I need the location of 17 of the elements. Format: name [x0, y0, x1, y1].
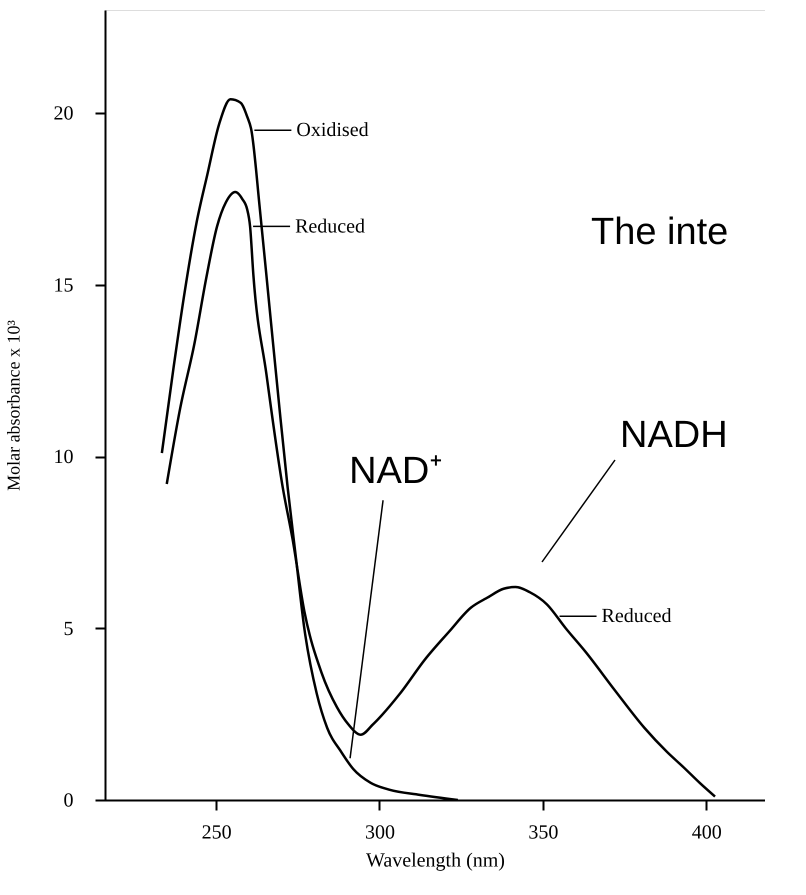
- annotation: Oxidised: [296, 119, 369, 142]
- annotation: Reduced: [295, 215, 366, 238]
- annotation: NAD⁺: [349, 450, 442, 492]
- x-tick-label: 350: [528, 822, 558, 844]
- x-axis-title: Wavelength (nm): [366, 850, 505, 872]
- y-tick-label: 10: [54, 446, 74, 468]
- x-tick-label: 300: [364, 822, 395, 844]
- y-tick-label: 15: [54, 274, 74, 296]
- y-tick-label: 5: [64, 618, 74, 640]
- y-tick-label: 20: [54, 102, 74, 125]
- x-tick-label: 400: [692, 822, 722, 844]
- annotation: NADH: [620, 414, 728, 456]
- y-tick-label: 0: [64, 790, 74, 812]
- x-tick-label: 250: [202, 822, 232, 844]
- y-axis-title: Molar absorbance x 10³: [4, 319, 24, 491]
- annotation: The inte: [591, 211, 728, 253]
- annotation: Reduced: [602, 605, 672, 628]
